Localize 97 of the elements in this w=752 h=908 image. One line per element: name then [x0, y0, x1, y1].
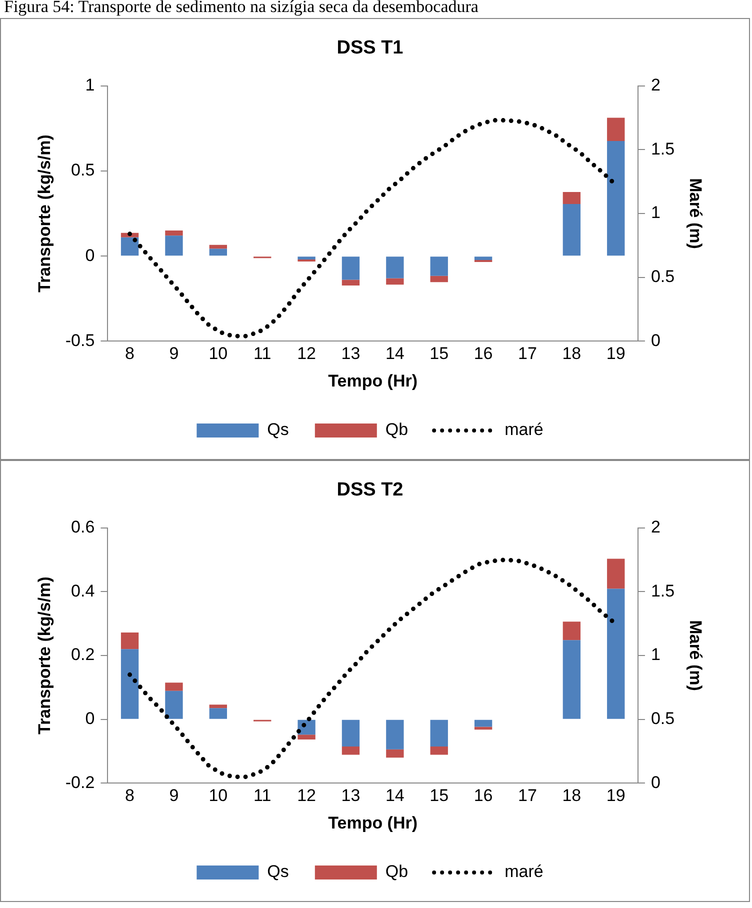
x-tick-label: 19: [606, 786, 626, 806]
x-tick-label: 13: [341, 786, 360, 806]
x-tick-label: 12: [297, 344, 316, 364]
y-tick-label: 0.2: [71, 645, 95, 664]
y-tick-label: -0.2: [65, 772, 95, 792]
x-tick-label: 15: [430, 344, 449, 364]
x-tick-label: 13: [341, 344, 360, 364]
bar: [386, 256, 404, 278]
x-tick-label: 9: [169, 786, 179, 806]
bar: [474, 260, 492, 262]
x-tick-label: 15: [430, 786, 449, 806]
y2-tick-label: 1: [650, 203, 660, 222]
y2-tick-label: 0: [650, 330, 660, 350]
bar: [386, 278, 404, 285]
bar: [607, 118, 625, 141]
y2-tick-label: 1: [650, 645, 660, 664]
y-tick-label: 0.5: [71, 160, 95, 180]
bar: [298, 256, 316, 260]
x-tick-label: 14: [385, 786, 404, 806]
x-axis-title: Tempo (Hr): [328, 371, 418, 390]
y-axis-title: Transporte (kg/s/m): [34, 576, 54, 734]
line-series: [128, 118, 615, 338]
legend-label: Qs: [267, 420, 289, 440]
legend-label: Qb: [385, 420, 408, 440]
y-tick-label: 0: [85, 709, 95, 728]
bar: [209, 248, 228, 256]
bar: [430, 720, 448, 746]
bar: [474, 256, 492, 260]
bar: [562, 640, 581, 719]
y2-tick-label: 0: [650, 772, 660, 792]
x-tick-label: 17: [518, 344, 537, 364]
legend-label: maré: [504, 862, 544, 882]
bar: [386, 720, 404, 750]
x-tick-label: 19: [606, 344, 626, 364]
y-tick-label: 0.6: [71, 517, 95, 536]
chart-title: DSS T1: [336, 38, 404, 59]
bar: [430, 276, 448, 282]
x-tick-label: 17: [518, 786, 537, 806]
y2-tick-label: 0.5: [650, 709, 675, 728]
x-tick-label: 9: [169, 344, 179, 364]
y2-tick-label: 1.5: [650, 139, 675, 158]
x-tick-label: 8: [125, 786, 135, 806]
bar: [562, 204, 581, 256]
y2-tick-label: 2: [650, 75, 660, 94]
bar: [298, 734, 316, 740]
y2-tick-label: 0.5: [650, 267, 675, 286]
x-tick-label: 14: [385, 344, 404, 364]
y-tick-label: 0: [85, 246, 95, 265]
bar: [120, 632, 139, 650]
bar: [298, 259, 316, 262]
bar: [342, 280, 360, 286]
chart-title: DSS T2: [336, 480, 404, 501]
bar: [607, 558, 625, 589]
x-tick-label: 18: [562, 786, 582, 806]
y2-axis-title: Maré (m): [686, 178, 706, 249]
bar: [342, 720, 360, 746]
legend-label: Qb: [385, 862, 408, 882]
legend-label: maré: [504, 420, 544, 440]
text: Figura 54: Transporte de sedimento na sizígia seca da desembocadura: [3, 0, 480, 18]
x-tick-label: 16: [474, 344, 493, 364]
y-tick-label: 1: [85, 75, 95, 94]
y2-tick-label: 1.5: [650, 581, 675, 600]
bar: [607, 140, 625, 256]
bar: [165, 230, 183, 236]
bar: [165, 690, 183, 719]
bar: [342, 746, 360, 755]
legend-label: Qs: [267, 862, 289, 882]
y-tick-label: -0.5: [65, 330, 95, 350]
bar: [120, 649, 139, 719]
x-axis-title: Tempo (Hr): [328, 813, 418, 832]
bar: [120, 237, 139, 256]
bar: [607, 588, 625, 719]
bar: [209, 704, 228, 708]
x-tick-label: 12: [297, 786, 316, 806]
line-series: [128, 557, 615, 780]
bar: [430, 746, 448, 755]
y-tick-label: 0.4: [71, 581, 95, 600]
bar: [474, 720, 492, 727]
x-tick-label: 10: [208, 786, 228, 806]
bar: [562, 192, 581, 204]
x-tick-label: 11: [254, 344, 272, 364]
bar: [209, 708, 228, 719]
x-tick-label: 8: [125, 344, 135, 364]
x-tick-label: 11: [254, 786, 272, 806]
y-axis-title: Transporte (kg/s/m): [34, 134, 54, 292]
x-tick-label: 10: [208, 344, 228, 364]
bar: [386, 749, 404, 758]
bar: [165, 236, 183, 256]
y2-axis-title: Maré (m): [686, 620, 706, 691]
bar: [430, 256, 448, 276]
x-tick-label: 18: [562, 344, 582, 364]
bar: [562, 622, 581, 640]
bar: [474, 726, 492, 730]
y2-tick-label: 2: [650, 517, 660, 536]
x-tick-label: 16: [474, 786, 493, 806]
bar: [342, 256, 360, 280]
bar: [165, 682, 183, 691]
